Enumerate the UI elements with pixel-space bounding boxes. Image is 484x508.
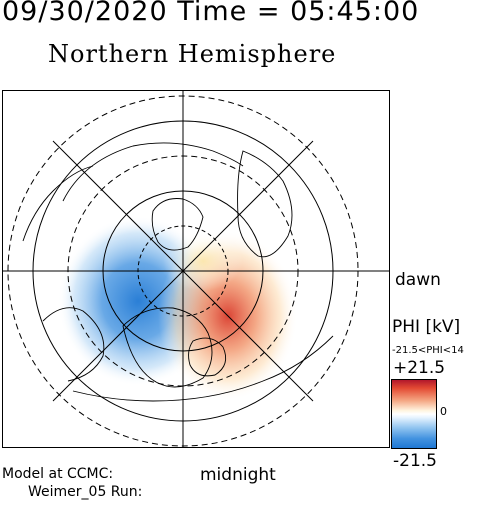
coastline-hudson (188, 337, 227, 377)
colorbar (391, 379, 437, 449)
colorbar-quantity-label: PHI [kV] (392, 317, 461, 337)
run-credit: Weimer_05 Run: (28, 484, 143, 500)
coastline-alaska (42, 307, 105, 382)
coastline-greenland (151, 198, 204, 251)
coastline-canada (122, 307, 213, 388)
midnight-label: midnight (200, 465, 276, 485)
timestamp-header: 09/30/2020 Time = 05:45:00 (2, 0, 420, 27)
polar-map-canvas (3, 91, 389, 447)
coastline-asia-east (22, 165, 94, 242)
potential-overlay (58, 216, 298, 401)
meridian-diag-2 (52, 140, 314, 402)
map-title: Northern Hemisphere (48, 40, 337, 68)
colorbar-range-note: -21.5<PHI<14 (392, 345, 464, 356)
coastlines (22, 142, 334, 402)
coastline-europe (237, 150, 293, 258)
meridians (3, 91, 389, 447)
coastline-north-america (72, 335, 334, 402)
coastline-siberia (62, 142, 244, 202)
colorbar-min-label: -21.5 (393, 451, 437, 471)
colorbar-zero-label: 0 (440, 405, 447, 418)
polar-map (2, 90, 390, 448)
model-credit: Model at CCMC: (2, 466, 114, 482)
colorbar-max-label: +21.5 (393, 358, 446, 378)
dawn-label: dawn (395, 270, 441, 290)
transition-zone (163, 231, 243, 291)
